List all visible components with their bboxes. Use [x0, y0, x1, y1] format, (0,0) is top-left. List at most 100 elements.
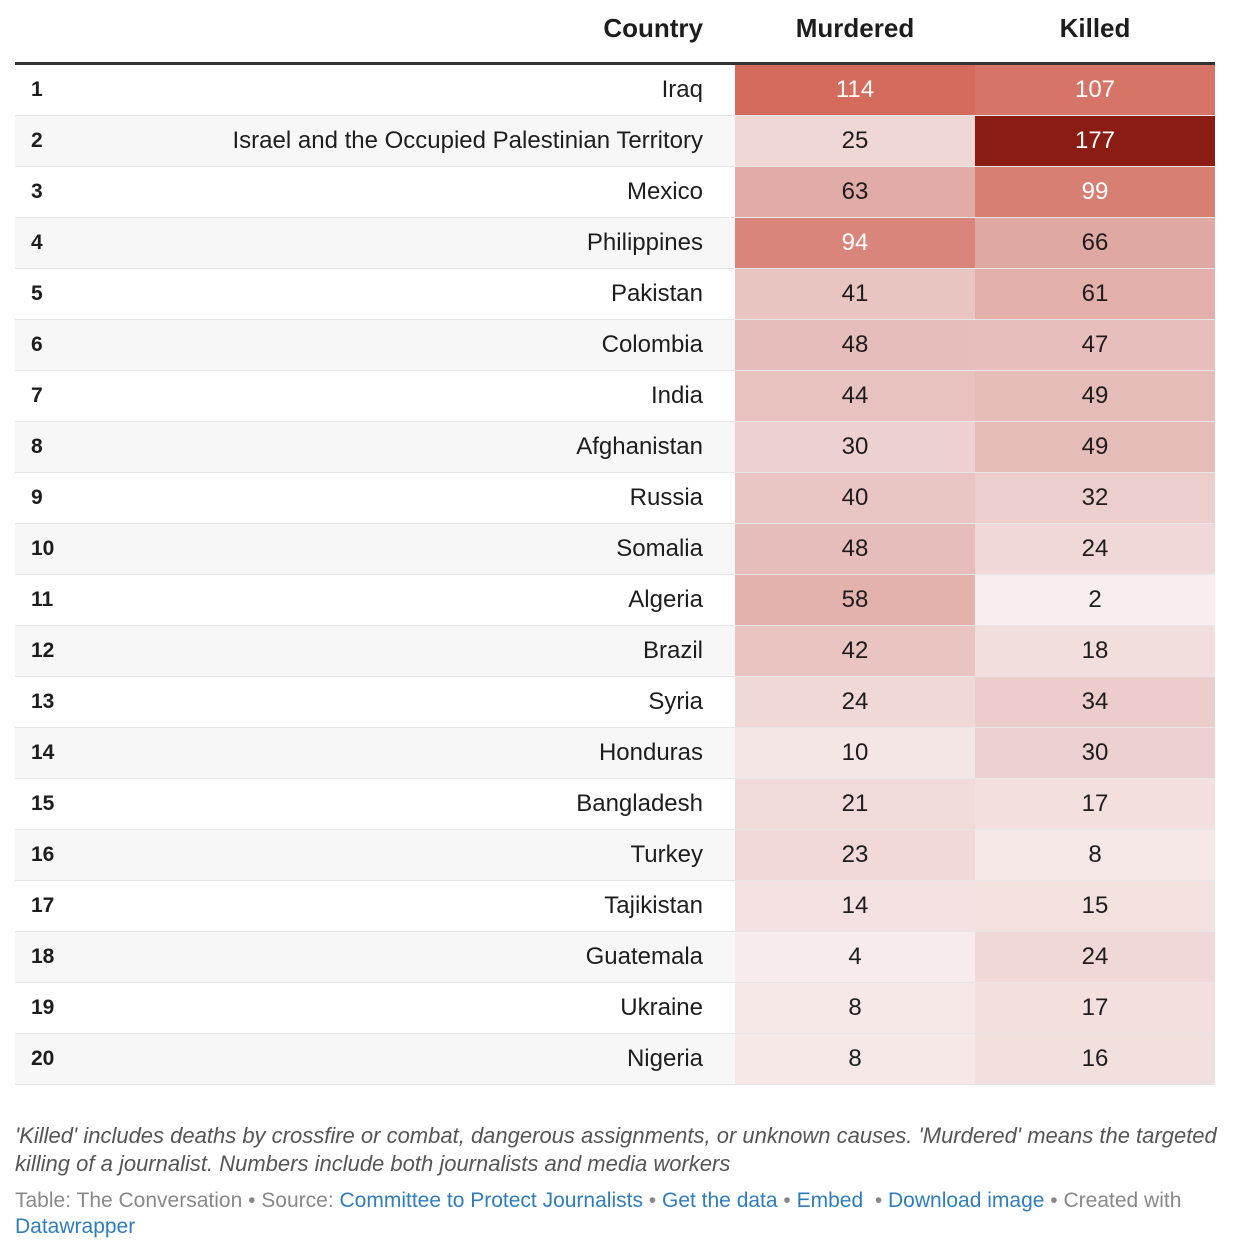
country-cell: Pakistan — [610, 280, 703, 307]
rank-cell: 19 — [31, 996, 55, 1019]
spacer — [703, 65, 735, 115]
rank-cell: 13 — [31, 690, 55, 713]
spacer — [703, 983, 735, 1033]
rank-cell: 11 — [31, 588, 54, 611]
table-row: 9 Russia 40 32 — [15, 473, 1215, 524]
rank-cell: 7 — [31, 384, 43, 407]
murdered-cell: 40 — [735, 473, 975, 523]
data-table: Country Murdered Killed 1 Iraq 114 107 2 Isra… — [15, 0, 1215, 1085]
murdered-cell: 21 — [735, 779, 975, 829]
country-cell: Ukraine — [620, 994, 703, 1021]
murdered-cell: 23 — [735, 830, 975, 880]
rank-cell: 18 — [31, 945, 55, 968]
murdered-cell: 48 — [735, 320, 975, 370]
get-data-link[interactable]: Get the data — [661, 1189, 778, 1212]
datawrapper-link[interactable]: Datawrapper — [15, 1215, 136, 1238]
header-killed[interactable]: Killed — [1059, 13, 1131, 43]
murdered-cell: 30 — [735, 422, 975, 472]
rank-cell: 4 — [31, 231, 43, 254]
spacer — [703, 116, 735, 166]
table-body: 1 Iraq 114 107 2 Israel and the Occupied Pale… — [15, 65, 1215, 1085]
killed-cell: 2 — [975, 575, 1215, 625]
header-country[interactable]: Country — [603, 13, 703, 43]
spacer — [703, 779, 735, 829]
rank-cell: 6 — [31, 333, 43, 356]
table-row: 6 Colombia 48 47 — [15, 320, 1215, 371]
table-header: Country Murdered Killed — [15, 0, 1215, 65]
table-row: 1 Iraq 114 107 — [15, 65, 1215, 116]
killed-cell: 49 — [975, 422, 1215, 472]
murdered-cell: 48 — [735, 524, 975, 574]
source-link[interactable]: Committee to Protect Journalists — [339, 1189, 643, 1212]
spacer — [703, 728, 735, 778]
killed-cell: 17 — [975, 983, 1215, 1033]
spacer — [703, 677, 735, 727]
table-row: 2 Israel and the Occupied Palestinian Ter… — [15, 116, 1215, 167]
header-murdered[interactable]: Murdered — [795, 13, 915, 43]
table-row: 10 Somalia 48 24 — [15, 524, 1215, 575]
rank-cell: 15 — [31, 792, 55, 815]
country-cell: Guatemala — [585, 943, 703, 970]
killed-cell: 15 — [975, 881, 1215, 931]
country-cell: Turkey — [630, 841, 703, 868]
killed-cell: 24 — [975, 932, 1215, 982]
spacer — [703, 524, 735, 574]
spacer — [703, 371, 735, 421]
table-row: 14 Honduras 10 30 — [15, 728, 1215, 779]
embed-link[interactable]: Embed — [796, 1189, 864, 1212]
rank-cell: 14 — [31, 741, 55, 764]
table-row: 16 Turkey 23 8 — [15, 830, 1215, 881]
killed-cell: 99 — [975, 167, 1215, 217]
killed-cell: 47 — [975, 320, 1215, 370]
spacer — [703, 932, 735, 982]
killed-cell: 107 — [975, 65, 1215, 115]
murdered-cell: 114 — [735, 65, 975, 115]
table-notes: 'Killed' includes deaths by crossfire or… — [15, 1123, 1217, 1176]
download-image-link[interactable]: Download image — [888, 1189, 1045, 1212]
rank-cell: 20 — [31, 1047, 55, 1070]
rank-cell: 2 — [31, 129, 43, 152]
spacer — [703, 575, 735, 625]
murdered-cell: 63 — [735, 167, 975, 217]
table-row: 20 Nigeria 8 16 — [15, 1034, 1215, 1085]
spacer — [703, 269, 735, 319]
country-cell: Nigeria — [626, 1045, 703, 1072]
murdered-cell: 41 — [735, 269, 975, 319]
table-footer: Table: The Conversation • Source: Commit… — [15, 1189, 1182, 1238]
footer-source-label: Source: — [261, 1189, 334, 1212]
rank-cell: 12 — [31, 639, 55, 662]
rank-cell: 1 — [31, 78, 43, 101]
country-cell: Iraq — [661, 76, 703, 103]
country-cell: Philippines — [586, 229, 703, 256]
killed-cell: 61 — [975, 269, 1215, 319]
rank-cell: 10 — [31, 537, 55, 560]
spacer — [703, 830, 735, 880]
killed-cell: 32 — [975, 473, 1215, 523]
country-cell: Russia — [629, 484, 703, 511]
killed-cell: 16 — [975, 1034, 1215, 1084]
murdered-cell: 94 — [735, 218, 975, 268]
country-cell: Colombia — [601, 331, 703, 358]
table-row: 4 Philippines 94 66 — [15, 218, 1215, 269]
killed-cell: 18 — [975, 626, 1215, 676]
spacer — [703, 626, 735, 676]
country-cell: India — [650, 382, 703, 409]
spacer — [703, 167, 735, 217]
country-cell: Israel and the Occupied Palestinian Terr… — [232, 127, 703, 154]
table-row: 5 Pakistan 41 61 — [15, 269, 1215, 320]
rank-cell: 17 — [31, 894, 55, 917]
murdered-cell: 14 — [735, 881, 975, 931]
murdered-cell: 10 — [735, 728, 975, 778]
spacer — [703, 320, 735, 370]
table-row: 11 Algeria 58 2 — [15, 575, 1215, 626]
table-row: 18 Guatemala 4 24 — [15, 932, 1215, 983]
spacer — [703, 881, 735, 931]
murdered-cell: 42 — [735, 626, 975, 676]
spacer — [703, 422, 735, 472]
murdered-cell: 44 — [735, 371, 975, 421]
killed-cell: 34 — [975, 677, 1215, 727]
killed-cell: 24 — [975, 524, 1215, 574]
country-cell: Honduras — [598, 739, 703, 766]
table-row: 15 Bangladesh 21 17 — [15, 779, 1215, 830]
table-row: 19 Ukraine 8 17 — [15, 983, 1215, 1034]
